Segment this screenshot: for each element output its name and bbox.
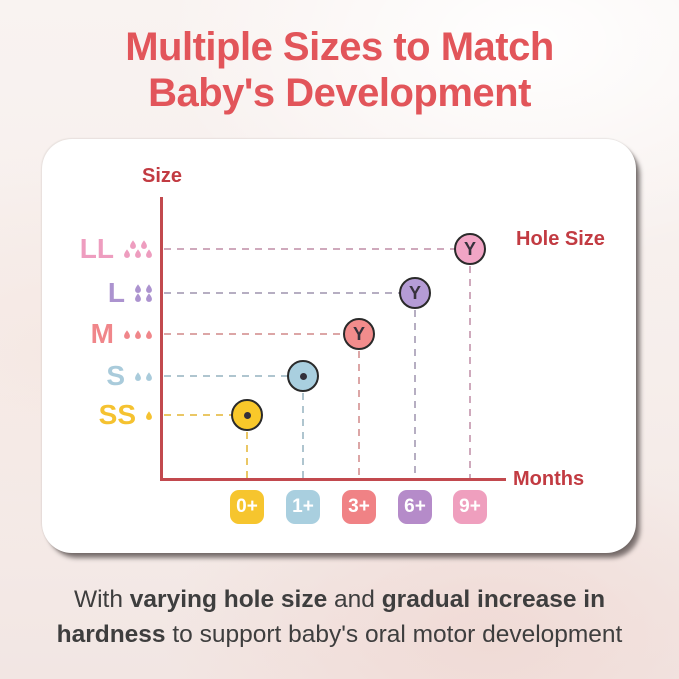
guide-line-horizontal [164,414,244,416]
y-cut-hole-label: Y [352,324,365,344]
droplet-cluster [122,239,154,259]
x-axis-title: Months [513,468,585,490]
x-tick-6+: 6+ [398,490,432,524]
round-hole-dot-icon [299,372,307,380]
x-tick-label: 6+ [404,496,426,517]
caption-segment: gradual increase in [381,586,606,613]
x-tick-1+: 1+ [286,490,320,524]
droplet-icon [146,371,152,381]
guide-line-horizontal [164,333,356,335]
y-tick-label: S [106,360,125,391]
caption-text: With varying hole size and gradual incre… [0,583,679,653]
caption-segment: With [73,586,130,613]
droplet-cluster [133,371,154,382]
plot-area: SS 0+ S 1+ M Y 3+ L Y 6+ LL Y 9+ [42,139,636,553]
caption-line-2: hardness to support baby's oral motor de… [0,618,679,653]
guide-line-vertical [246,419,248,478]
droplet-icon [129,240,136,249]
droplet-cluster [133,283,154,303]
data-point-ss-0+ [231,399,263,431]
page-title: Multiple Sizes to Match Baby's Developme… [0,24,679,117]
guide-line-vertical [302,380,304,478]
x-tick-9+: 9+ [453,490,487,524]
title-line-1: Multiple Sizes to Match [125,25,554,69]
droplet-icon [135,249,141,258]
y-axis-line [160,197,163,481]
y-tick-s: S [42,354,154,398]
caption-segment: varying hole size [129,586,328,613]
droplet-icon [124,329,130,339]
guide-line-horizontal [164,292,412,294]
caption-line-1: With varying hole size and gradual incre… [0,583,679,618]
data-point-ll-9+: Y [454,233,486,265]
data-point-s-1+ [287,360,319,392]
droplet-cluster [144,410,154,421]
title-line-2: Baby's Development [148,71,531,116]
legend-hole-size: Hole Size [516,228,605,250]
droplet-row [128,239,149,250]
round-hole-dot-icon [243,411,251,419]
droplet-row [122,248,154,259]
y-tick-label: M [90,318,114,349]
droplet-icon [146,410,152,420]
x-tick-3+: 3+ [342,490,376,524]
y-tick-label: LL [79,233,114,264]
droplet-row [133,283,154,294]
y-tick-ll: LL [42,227,154,271]
caption-segment: to support baby's oral motor development [165,620,623,648]
x-tick-label: 0+ [236,496,258,517]
droplet-icon [146,329,152,339]
x-axis-line [160,478,506,481]
guide-line-horizontal [164,375,300,377]
y-axis-title: Size [141,165,183,187]
droplet-icon [140,240,147,249]
x-tick-label: 1+ [292,496,314,517]
y-tick-m: M [42,312,154,356]
droplet-cluster [122,329,154,340]
droplet-icon [135,329,141,339]
droplet-icon [146,249,152,258]
guide-line-horizontal [164,248,467,250]
droplet-icon [135,284,141,293]
guide-line-vertical [414,297,416,478]
droplet-row [122,329,154,340]
y-tick-label: L [107,277,125,308]
y-tick-l: L [42,271,154,315]
y-cut-hole-label: Y [463,239,476,259]
size-vs-months-chart: Size Months Hole Size SS 0+ S 1+ M Y 3+ L Y 6+ LL Y… [42,139,636,553]
droplet-row [144,410,154,421]
x-tick-label: 9+ [459,496,481,517]
droplet-icon [135,293,141,302]
guide-line-vertical [469,253,471,478]
droplet-icon [146,284,152,293]
data-point-m-3+: Y [343,318,375,350]
chart-card: Size Months Hole Size SS 0+ S 1+ M Y 3+ L Y 6+ LL Y… [42,139,636,553]
y-cut-hole-label: Y [408,283,421,303]
y-tick-ss: SS [42,393,154,437]
y-tick-label: SS [98,399,136,430]
droplet-row [133,371,154,382]
guide-line-vertical [358,338,360,478]
droplet-row [133,292,154,303]
x-tick-label: 3+ [348,496,370,517]
caption-segment: hardness [56,620,166,648]
x-tick-0+: 0+ [230,490,264,524]
caption-segment: and [327,586,382,613]
data-point-l-6+: Y [399,277,431,309]
droplet-icon [135,371,141,381]
droplet-icon [124,249,130,258]
droplet-icon [146,293,152,302]
